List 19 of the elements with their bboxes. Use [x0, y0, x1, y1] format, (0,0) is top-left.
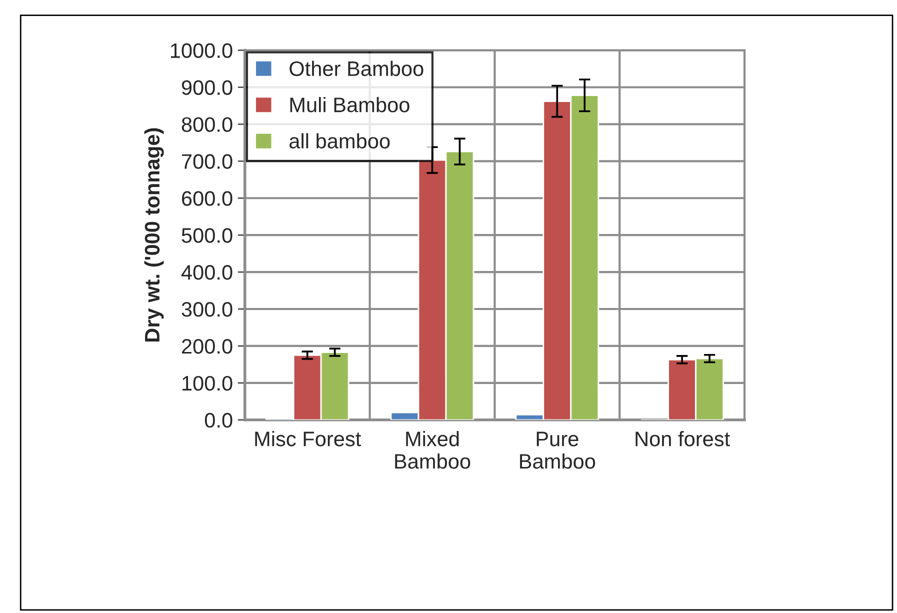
y-tick-label: 0.0 — [204, 412, 232, 428]
y-tick-label: 800.0 — [182, 117, 232, 132]
y-tick-label: 400.0 — [181, 265, 232, 280]
legend-label: Muli Bamboo — [290, 96, 410, 112]
x-tick-label: Pure Bamboo — [520, 432, 596, 469]
x-tick-label: Misc Forest — [255, 431, 362, 446]
y-tick-label: 600.0 — [182, 191, 232, 206]
x-tick-label: Mixed Bamboo — [395, 431, 470, 469]
y-tick-label: 300.0 — [182, 302, 232, 317]
y-tick-label: 1000.0 — [170, 43, 232, 58]
y-tick-label: 900.0 — [182, 80, 232, 95]
x-tick-label: Non forest — [636, 431, 730, 446]
y-tick-label: 200.0 — [182, 338, 232, 354]
y-tick-label: 700.0 — [182, 154, 232, 169]
y-tick-label: 100.0 — [182, 376, 232, 391]
legend-label: Other Bamboo — [290, 60, 424, 76]
y-axis-title: Dry wt. ('000 tonnage) — [144, 128, 164, 342]
y-tick-label: 500.0 — [182, 228, 232, 243]
legend-label: all bamboo — [290, 133, 390, 148]
